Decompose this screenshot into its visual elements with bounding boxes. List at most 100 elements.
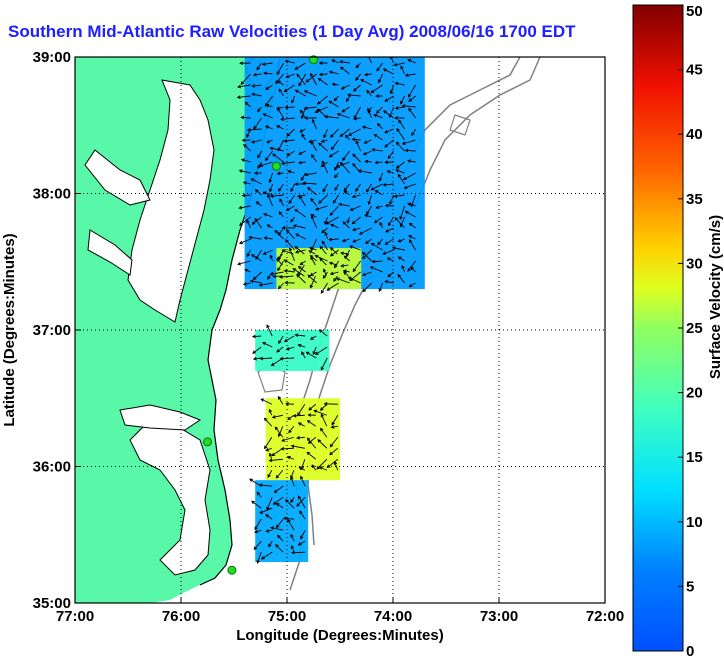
velocity-arrow [324, 115, 339, 119]
velocity-arrow [352, 238, 361, 243]
velocity-arrow-head [329, 252, 334, 257]
velocity-arrow-head [262, 191, 267, 195]
velocity-arrow [339, 128, 350, 137]
velocity-arrow-head [278, 275, 283, 279]
velocity-arrow [270, 147, 284, 152]
velocity-arrow-head [340, 86, 345, 90]
velocity-arrow [308, 250, 316, 255]
velocity-arrow-head [251, 84, 256, 88]
velocity-arrow [278, 211, 284, 218]
velocity-arrow [266, 496, 273, 510]
velocity-arrow [339, 61, 350, 64]
radar-station-marker [271, 161, 281, 171]
velocity-arrow-head [362, 151, 367, 156]
velocity-arrow-head [260, 398, 265, 402]
velocity-arrow-head [300, 535, 304, 540]
colorbar-tick-label: 30 [686, 255, 703, 272]
velocity-arrow-head [246, 253, 250, 258]
velocity-arrow [394, 194, 405, 197]
velocity-arrow-head [284, 105, 289, 110]
radar-station-marker [227, 565, 237, 575]
velocity-arrow [257, 161, 262, 169]
velocity-arrow-head [300, 177, 305, 182]
velocity-arrow [272, 414, 283, 418]
velocity-arrow [399, 205, 406, 220]
velocity-arrow-head [281, 249, 286, 253]
velocity-arrow-head [353, 116, 358, 121]
velocity-arrow [340, 252, 349, 255]
velocity-arrow-head [318, 61, 323, 65]
velocity-arrow [398, 238, 405, 243]
velocity-arrow-head [352, 88, 357, 92]
velocity-arrow-head [311, 464, 316, 469]
velocity-arrow [305, 73, 317, 83]
colorbar [632, 4, 684, 652]
velocity-arrow [324, 232, 329, 240]
velocity-arrow [269, 453, 273, 460]
velocity-arrow-head [311, 118, 316, 123]
velocity-arrow-head [382, 251, 387, 255]
velocity-arrow [274, 426, 284, 438]
velocity-arrow [307, 420, 317, 427]
velocity-arrow [278, 282, 284, 289]
velocity-arrow-head [294, 333, 299, 337]
velocity-arrow-head [336, 112, 341, 117]
velocity-arrow-head [263, 417, 268, 422]
velocity-arrow-head [322, 275, 327, 279]
velocity-arrow-head [364, 213, 368, 218]
velocity-arrow-head [331, 421, 335, 426]
velocity-arrow [330, 271, 339, 275]
colorbar-tick-label: 20 [686, 385, 703, 402]
velocity-arrow [346, 95, 350, 102]
velocity-arrow [329, 447, 339, 455]
velocity-arrow [322, 271, 328, 279]
velocity-arrow-head [364, 159, 369, 164]
velocity-arrow-head [401, 141, 406, 146]
velocity-arrow-head [259, 356, 264, 361]
velocity-arrow [291, 545, 295, 553]
colorbar-ticks: 0 5 10 15 20 25 30 35 40 45 50 [678, 3, 703, 659]
velocity-arrow [265, 150, 273, 161]
velocity-arrow-head [343, 271, 347, 275]
velocity-arrow [376, 62, 383, 72]
velocity-arrow-head [330, 425, 335, 429]
velocity-arrow-head [386, 257, 391, 261]
radar-station-marker [203, 437, 212, 447]
velocity-arrow-head [318, 466, 323, 470]
velocity-arrow-head [370, 89, 375, 94]
velocity-arrow-head [268, 452, 273, 457]
velocity-arrow [352, 138, 361, 141]
velocity-arrow-head [256, 559, 260, 564]
velocity-arrow-head [400, 65, 404, 70]
velocity-arrow-head [384, 279, 389, 284]
velocity-arrow-head [239, 61, 243, 66]
velocity-arrow [260, 357, 273, 360]
velocity-arrow [270, 271, 284, 275]
velocity-arrow-head [250, 178, 255, 182]
velocity-arrow [331, 139, 339, 150]
velocity-arrow-head [366, 89, 370, 94]
velocity-arrow [267, 224, 273, 229]
velocity-arrow [291, 445, 305, 449]
velocity-arrow-head [396, 128, 400, 132]
velocity-arrow [241, 116, 251, 119]
colorbar-tick-label: 35 [686, 191, 703, 208]
velocity-arrow-head [279, 198, 283, 203]
velocity-arrow-head [369, 266, 374, 270]
velocity-arrow-head [352, 268, 357, 273]
velocity-arrow [299, 110, 306, 119]
velocity-arrow [387, 257, 394, 262]
velocity-arrow [318, 142, 328, 152]
velocity-arrow-head [393, 194, 398, 198]
velocity-arrow-head [262, 341, 266, 346]
velocity-arrow-head [334, 166, 338, 171]
velocity-arrow-head [373, 134, 378, 138]
velocity-arrow-head [299, 109, 304, 114]
velocity-arrow-head [288, 200, 292, 205]
velocity-arrow [295, 334, 306, 337]
velocity-arrow-head [303, 90, 308, 94]
velocity-arrow [264, 237, 273, 240]
velocity-arrow [311, 215, 318, 229]
velocity-arrow [290, 534, 295, 542]
colorbar-label: Surface Velocity (cm/s) [707, 215, 724, 379]
